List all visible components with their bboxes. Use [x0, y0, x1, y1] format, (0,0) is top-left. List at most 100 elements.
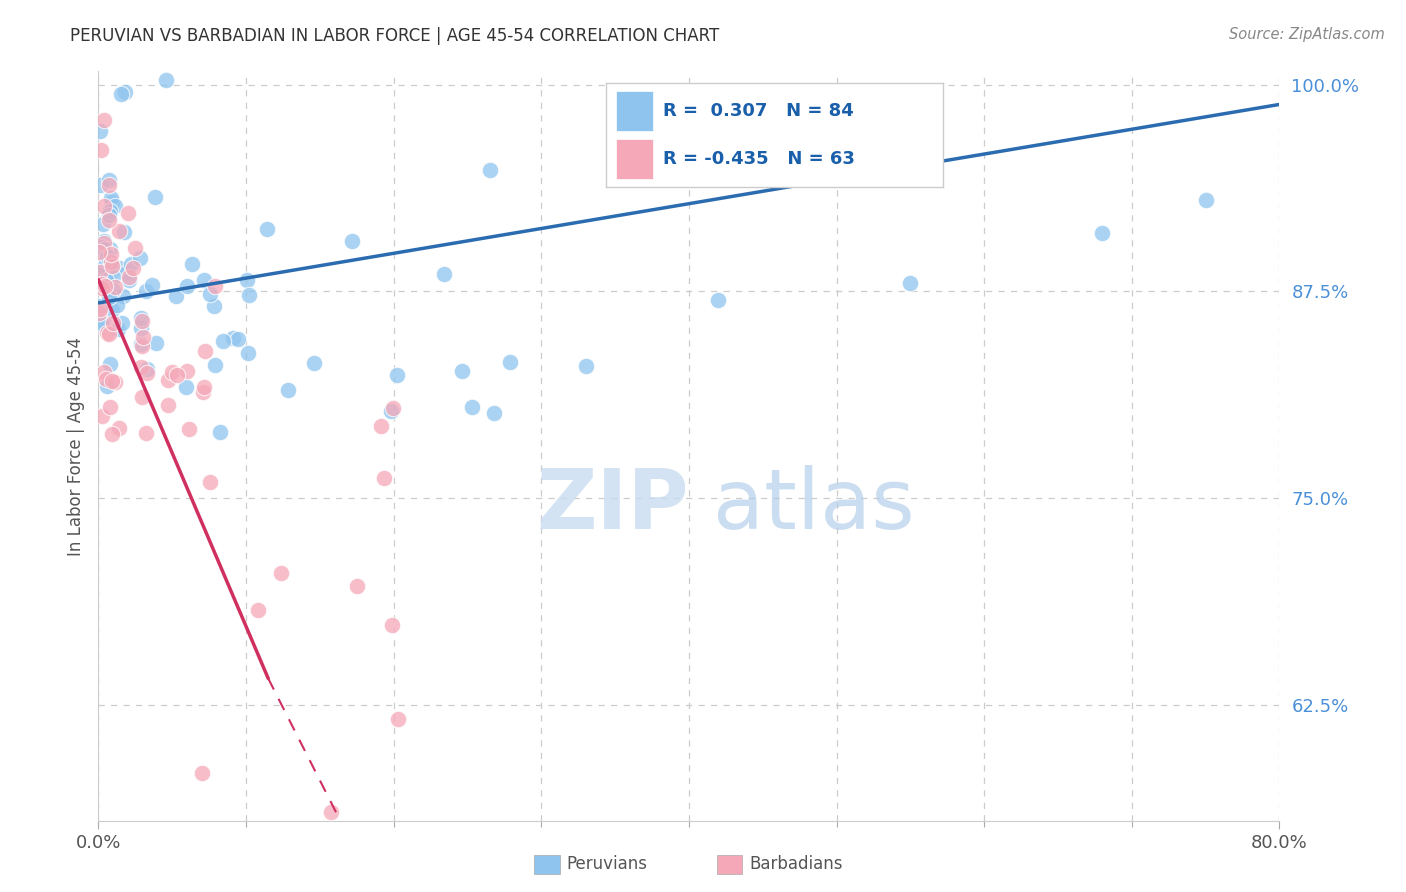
Point: [131, 339, 153, 353]
Point: [202, 299, 225, 313]
Point: [191, 765, 214, 780]
Point: [166, 368, 188, 382]
Point: [91, 281, 114, 295]
Point: [117, 265, 139, 279]
Point: [120, 257, 142, 271]
Point: [198, 475, 221, 489]
Point: [373, 471, 395, 485]
Point: [89, 301, 111, 316]
Point: [433, 267, 456, 281]
Point: [103, 376, 125, 390]
Point: [450, 363, 472, 377]
Point: [98, 213, 121, 227]
Point: [111, 289, 134, 303]
Point: [98, 178, 121, 192]
Point: [98, 209, 121, 223]
Point: [256, 222, 278, 236]
Point: [156, 398, 179, 412]
Point: [100, 259, 122, 273]
Point: [89, 262, 111, 277]
Point: [135, 284, 157, 298]
Point: [90, 144, 112, 158]
Point: [87, 245, 110, 260]
Point: [304, 356, 326, 370]
Point: [131, 391, 153, 405]
Point: [93, 236, 115, 251]
Point: [101, 195, 124, 210]
Point: [160, 365, 183, 379]
Point: [118, 273, 141, 287]
Point: [131, 314, 153, 328]
Point: [198, 287, 221, 301]
Point: [277, 383, 299, 397]
Point: [129, 359, 152, 374]
Y-axis label: In Labor Force | Age 45-54: In Labor Force | Age 45-54: [66, 336, 84, 556]
Text: Barbadians: Barbadians: [749, 855, 844, 873]
Point: [98, 204, 121, 219]
Point: [141, 278, 163, 293]
Point: [135, 366, 157, 380]
Point: [91, 240, 114, 254]
Point: [145, 336, 167, 351]
Point: [90, 316, 112, 330]
Point: [90, 409, 112, 423]
Point: [228, 332, 250, 346]
Point: [155, 73, 177, 87]
Point: [204, 278, 226, 293]
Point: [132, 330, 155, 344]
Point: [122, 260, 145, 275]
Point: [340, 235, 363, 249]
Point: [98, 400, 121, 414]
Point: [117, 269, 139, 284]
Point: [156, 373, 179, 387]
Point: [93, 242, 115, 256]
Point: [104, 280, 127, 294]
Point: [193, 273, 215, 287]
Point: [96, 326, 118, 340]
Point: [105, 298, 128, 312]
Point: [1091, 227, 1114, 241]
Point: [101, 269, 124, 284]
Point: [96, 249, 118, 263]
Point: [100, 303, 122, 318]
Point: [479, 162, 502, 177]
Point: [101, 374, 124, 388]
Point: [111, 316, 134, 330]
Point: [380, 404, 402, 418]
Point: [193, 380, 215, 394]
Point: [98, 272, 121, 286]
Text: ZIP: ZIP: [537, 466, 689, 547]
Point: [236, 346, 259, 360]
Point: [385, 368, 408, 383]
Point: [112, 225, 135, 239]
Point: [238, 288, 260, 302]
Point: [387, 712, 409, 726]
Point: [222, 331, 245, 345]
Point: [204, 358, 226, 372]
Point: [93, 112, 115, 127]
Point: [98, 291, 121, 305]
Point: [100, 242, 122, 256]
Text: Peruvians: Peruvians: [567, 855, 648, 873]
Point: [235, 273, 257, 287]
Point: [181, 257, 204, 271]
Point: [114, 86, 136, 100]
Point: [135, 362, 157, 376]
Point: [165, 289, 187, 303]
Point: [96, 253, 118, 268]
Point: [101, 316, 124, 330]
Point: [89, 178, 111, 193]
Point: [100, 257, 122, 271]
Point: [100, 191, 122, 205]
Point: [100, 246, 122, 260]
Point: [270, 566, 292, 580]
Point: [174, 380, 197, 394]
Point: [98, 326, 121, 341]
Point: [129, 251, 152, 265]
Text: Source: ZipAtlas.com: Source: ZipAtlas.com: [1229, 27, 1385, 42]
Point: [97, 173, 120, 187]
Point: [129, 321, 152, 335]
Point: [211, 334, 233, 348]
Point: [91, 217, 114, 231]
Point: [381, 618, 404, 632]
